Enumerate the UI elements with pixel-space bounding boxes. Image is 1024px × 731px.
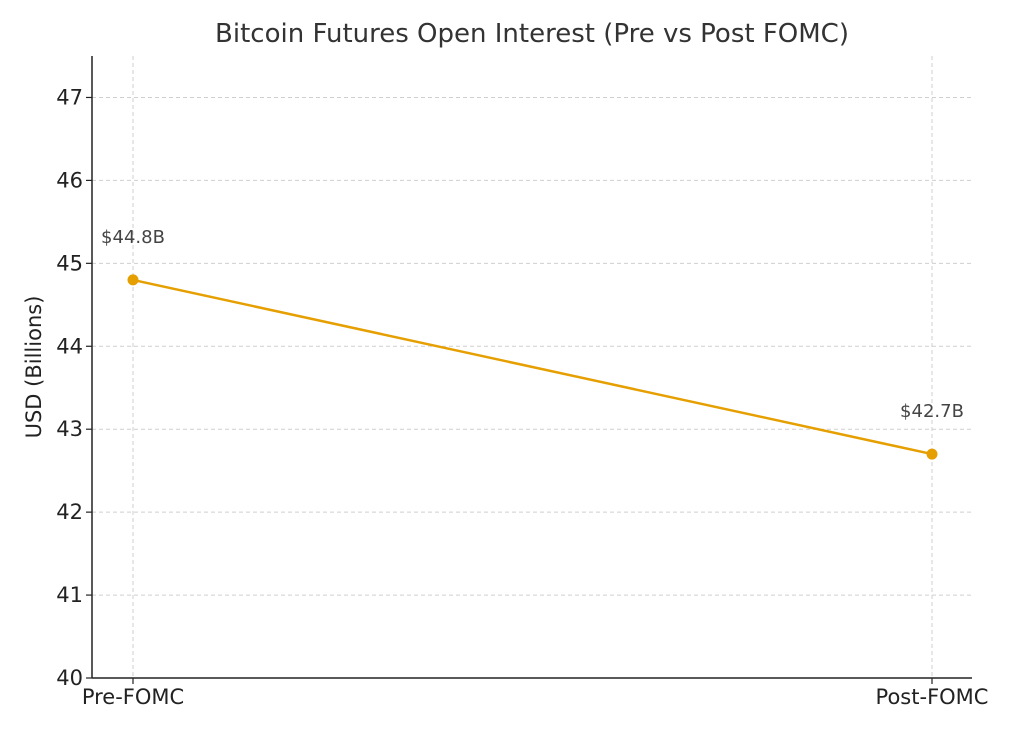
tick-labels: 40 41 42 43 44 45 46 47 Pre-FOMC Post-FOMC (56, 85, 988, 709)
data-labels: $44.8B $42.7B (101, 227, 964, 422)
chart-title: Bitcoin Futures Open Interest (Pre vs Po… (215, 19, 849, 49)
y-tick-label: 44 (56, 334, 83, 358)
y-tick-label: 43 (56, 417, 83, 441)
grid-lines (92, 56, 972, 679)
y-tick-label: 41 (56, 583, 83, 607)
x-tick-label: Post-FOMC (876, 685, 989, 709)
axes (86, 56, 972, 684)
data-point (926, 448, 938, 460)
data-label: $42.7B (900, 401, 964, 422)
x-tick-label: Pre-FOMC (82, 685, 184, 709)
data-label: $44.8B (101, 227, 165, 248)
y-tick-label: 45 (56, 251, 83, 275)
series-layer (127, 274, 938, 460)
y-tick-label: 47 (56, 85, 83, 109)
y-tick-label: 46 (56, 168, 83, 192)
series-line (132, 278, 933, 456)
y-axis-label: USD (Billions) (22, 296, 46, 439)
data-point (127, 274, 139, 286)
y-tick-label: 42 (56, 500, 83, 524)
y-tick-label: 40 (56, 666, 83, 690)
